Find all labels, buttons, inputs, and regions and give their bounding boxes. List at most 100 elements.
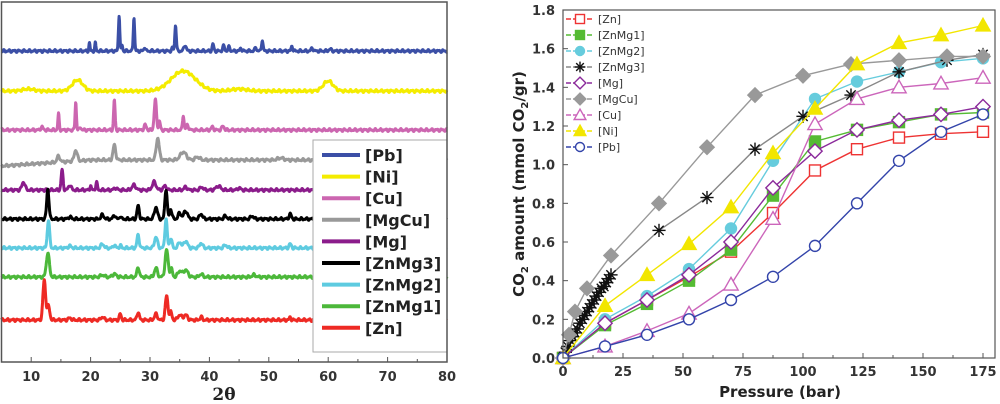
asterisk-stroke [605, 269, 617, 281]
circle-marker [976, 108, 990, 121]
legend-label: [ZnMg3] [598, 61, 645, 74]
adsorption-series-group [554, 16, 992, 367]
series-line [562, 106, 984, 359]
y-tick-label: 0.8 [532, 197, 555, 212]
circle-marker [808, 239, 822, 253]
x-tick-label: 10 [22, 370, 40, 385]
triangle-marker [764, 210, 782, 226]
legend-label: [Mg] [598, 77, 623, 90]
xrd-x-axis-label: 2θ [212, 385, 235, 404]
x-tick-label: 50 [260, 370, 278, 385]
asterisk-stroke [797, 111, 809, 122]
y-tick-label: 1.4 [532, 81, 555, 96]
triangle-marker [764, 144, 782, 160]
diamond-marker [932, 106, 950, 123]
asterisk-marker [652, 223, 666, 237]
asterisk-marker [700, 190, 714, 205]
y-tick-label: 0.0 [532, 352, 555, 367]
triangle-marker [932, 74, 950, 90]
legend-label: [Zn] [598, 13, 621, 26]
asterisk-stroke [893, 66, 905, 78]
square-marker [574, 13, 586, 25]
xrd-x-axis: 10 20 30 40 50 60 70 80 [1, 357, 456, 385]
triangle-marker [890, 78, 908, 94]
legend-label: [Mg] [365, 232, 407, 251]
diamond-marker [680, 266, 698, 284]
triangle-marker [806, 115, 824, 131]
diamond-marker [806, 142, 824, 160]
circle-marker [574, 141, 586, 153]
circle-marker [892, 154, 906, 168]
triangle-marker [848, 55, 866, 71]
triangle-marker [572, 123, 588, 137]
x-tick-label: 150 [909, 365, 936, 380]
circle-marker [934, 125, 948, 139]
x-tick-label: 25 [614, 365, 632, 380]
xrd-series-pb [0, 14, 449, 54]
legend-label: [Ni] [365, 168, 399, 187]
diamond-marker [602, 247, 620, 264]
diamond-marker [560, 326, 578, 343]
x-tick-label: 40 [200, 370, 218, 385]
triangle-marker [806, 100, 824, 115]
diamond-marker [764, 179, 782, 197]
asterisk-stroke [575, 62, 585, 72]
x-tick-label: 100 [789, 365, 816, 380]
y-tick-label: 1.8 [532, 4, 555, 19]
asterisk-marker [585, 297, 599, 311]
adsorption-x-axis-label: Pressure (bar) [719, 383, 841, 401]
legend-label: [Cu] [365, 189, 403, 208]
diamond-marker [848, 121, 866, 139]
circle-marker [766, 270, 780, 283]
circle-marker [850, 75, 864, 88]
y-tick-label: 0.4 [532, 275, 555, 290]
legend-label: [ZnMg2] [598, 45, 645, 58]
diamond-marker [596, 315, 614, 332]
diamond-marker [573, 76, 587, 90]
adsorption-plot-frame [562, 9, 996, 359]
square-marker [808, 164, 822, 177]
y-tick-label: 1.0 [532, 159, 555, 174]
asterisk-stroke [653, 225, 665, 236]
diamond-marker [890, 52, 908, 69]
diamond-marker [573, 92, 587, 106]
circle-marker [682, 313, 696, 326]
asterisk-marker [602, 272, 616, 286]
legend-label: [Pb] [365, 146, 403, 165]
diamond-marker [890, 112, 908, 129]
x-tick-label: 0 [558, 365, 567, 380]
adsorption-legend: [Zn] [ZnMg1] [ZnMg2] [ZnMg3] [Mg] [MgCu] [Cu] [… [566, 13, 645, 154]
adsorption-y-axis-label: CO2 amount (mmol CO2/gr) [510, 71, 531, 297]
series-pb [556, 108, 990, 365]
y-tick-label: 0.2 [532, 313, 555, 328]
diamond-marker [638, 291, 656, 309]
diamond-marker [794, 67, 812, 84]
triangle-marker [722, 275, 740, 291]
triangle-marker [848, 90, 866, 106]
triangle-marker [722, 198, 740, 214]
x-tick-label: 80 [438, 370, 456, 385]
triangle-marker [680, 235, 698, 251]
diamond-marker [578, 280, 596, 297]
x-tick-label: 50 [674, 365, 692, 380]
diamond-marker [938, 48, 956, 65]
legend-label: [MgCu] [598, 93, 638, 106]
xrd-series-ni [0, 68, 449, 94]
circle-marker [574, 45, 586, 57]
xrd-legend: [Pb] [Ni] [Cu] [MgCu] [Mg] [ZnMg3] [ZnMg2] [ZnM… [322, 146, 441, 338]
legend-label: [ZnMg1] [598, 29, 645, 42]
asterisk-marker [574, 61, 586, 73]
triangle-marker [638, 266, 656, 282]
circle-marker [724, 293, 738, 307]
x-tick-label: 125 [849, 365, 876, 380]
x-tick-label: 75 [734, 365, 752, 380]
y-tick-label: 1.6 [532, 43, 555, 58]
square-marker [850, 142, 864, 156]
diamond-marker [698, 139, 716, 156]
x-tick-label: 20 [82, 370, 100, 385]
triangle-marker [974, 16, 992, 32]
asterisk-marker [748, 142, 762, 156]
square-marker [976, 125, 990, 139]
legend-label: [ZnMg3] [365, 254, 441, 273]
